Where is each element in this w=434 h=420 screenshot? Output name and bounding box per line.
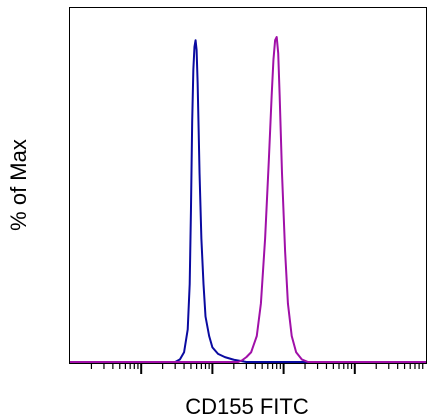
series-layer: [70, 36, 426, 363]
x-axis-title: CD155 FITC: [185, 394, 309, 419]
plot-frame: [69, 7, 427, 364]
histogram-series-2: [70, 36, 426, 363]
y-axis-title: % of Max: [6, 139, 31, 231]
histogram-series-1: [70, 39, 426, 363]
x-axis-ticks: [90, 364, 424, 374]
